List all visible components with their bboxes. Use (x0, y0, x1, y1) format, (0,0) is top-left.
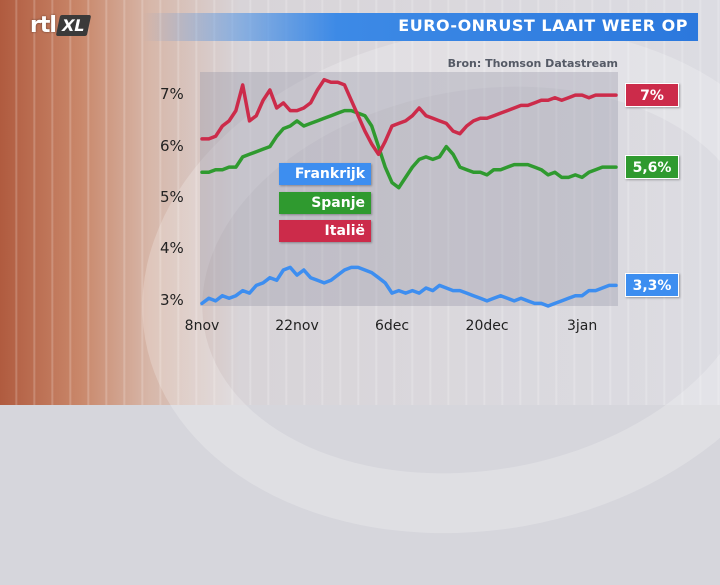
end-label-italie: 7% (625, 83, 679, 108)
y-tick-label: 6% (160, 136, 184, 155)
series-line-spanje (200, 108, 618, 190)
y-tick-label: 7% (160, 85, 184, 104)
end-label-spanje: 5,6% (625, 155, 679, 180)
series-line-italie (200, 77, 618, 157)
line-chart (200, 77, 618, 308)
end-label-spanje-value: 5,6% (632, 160, 672, 177)
channel-logo: rtl XL (30, 12, 91, 38)
plot-area (200, 72, 618, 306)
series-line-frankrijk (200, 265, 618, 308)
legend-spanje: Spanje (279, 192, 371, 214)
x-tick-label: 20dec (465, 318, 509, 334)
legend-spanje-label: Spanje (311, 195, 365, 211)
end-label-italie-value: 7% (640, 88, 664, 105)
title-bar: EURO-ONRUST LAAIT WEER OP (142, 13, 698, 41)
end-label-frankrijk-value: 3,3% (632, 278, 672, 295)
legend-italie: Italië (279, 220, 371, 242)
x-tick-label: 6dec (374, 318, 410, 334)
legend-frankrijk-label: Frankrijk (294, 166, 365, 182)
x-tick-label: 3jan (566, 318, 598, 334)
y-tick-label: 4% (160, 239, 184, 258)
y-tick-label: 5% (160, 188, 184, 206)
chart-title: EURO-ONRUST LAAIT WEER OP (398, 16, 688, 35)
x-tick-label: 22nov (275, 318, 319, 334)
legend-frankrijk: Frankrijk (279, 163, 371, 185)
source-credit: Bron: Thomson Datastream (447, 57, 618, 70)
x-tick-label: 8nov (184, 318, 220, 334)
y-tick-label: 3% (160, 290, 184, 309)
end-label-frankrijk: 3,3% (625, 273, 679, 298)
logo-rtl: rtl (30, 12, 57, 38)
legend-italie-label: Italië (324, 223, 365, 239)
